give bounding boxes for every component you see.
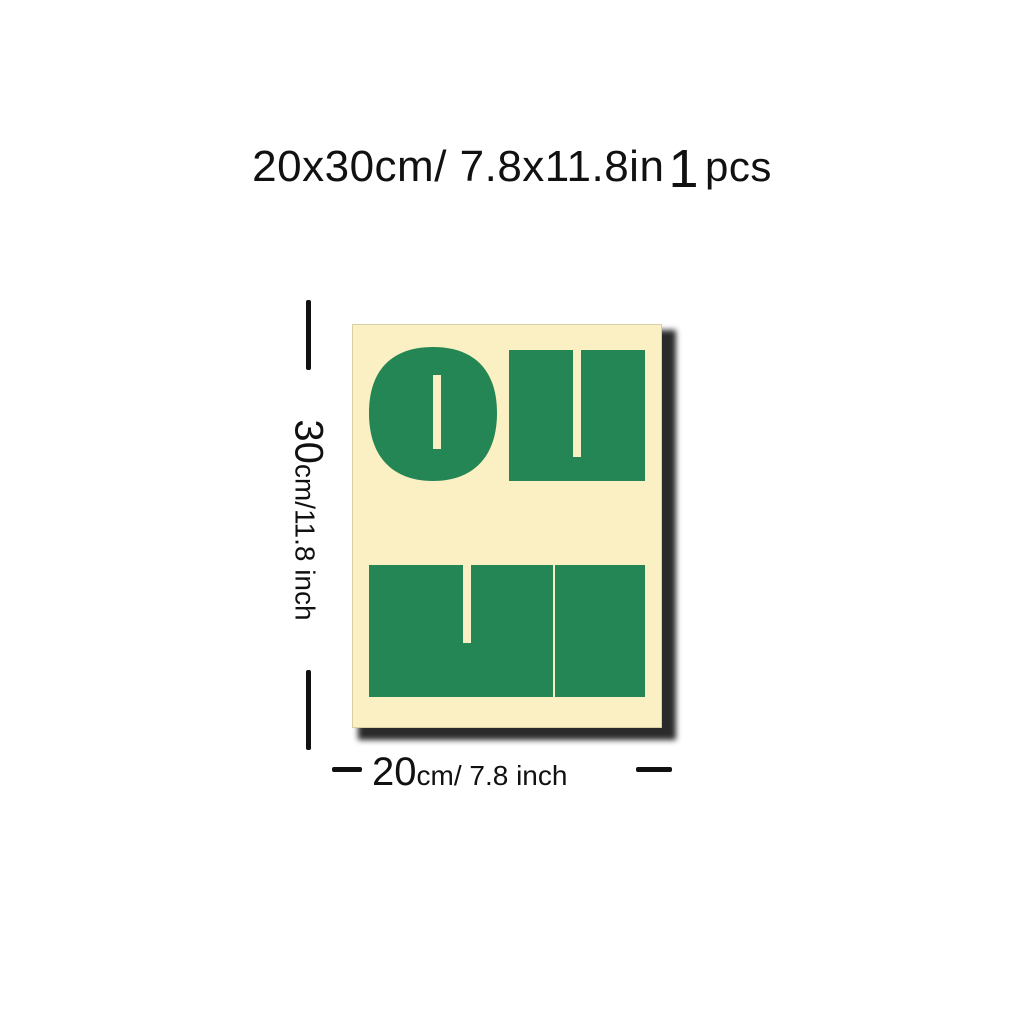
width-dimension-label: 20cm/ 7.8 inch xyxy=(372,750,567,795)
width-dimension-line-right xyxy=(636,767,672,772)
height-value: 30 xyxy=(286,419,331,464)
height-dimension-label: 30cm/11.8 inch xyxy=(286,419,331,620)
width-unit: cm/ 7.8 inch xyxy=(416,760,568,791)
poster-letter-o xyxy=(369,347,497,481)
poster-letter-i xyxy=(555,565,645,697)
height-dimension-line-bottom xyxy=(306,670,311,750)
quantity-unit: pcs xyxy=(704,143,772,190)
poster-letter-h-top xyxy=(509,350,645,481)
height-dimension-line-top xyxy=(306,300,311,370)
width-value: 20 xyxy=(372,750,417,794)
poster-image: OH HI xyxy=(352,324,662,728)
height-unit: cm/11.8 inch xyxy=(289,463,321,621)
quantity-number: 1 xyxy=(668,139,699,199)
size-text: 20x30cm/ 7.8x11.8in xyxy=(252,142,665,191)
poster-letter-h-bottom xyxy=(369,565,553,697)
poster-letters-graphic xyxy=(369,347,645,697)
product-size-headline: 20x30cm/ 7.8x11.8in1 pcs xyxy=(0,132,1024,199)
width-dimension-line-left xyxy=(332,767,362,772)
